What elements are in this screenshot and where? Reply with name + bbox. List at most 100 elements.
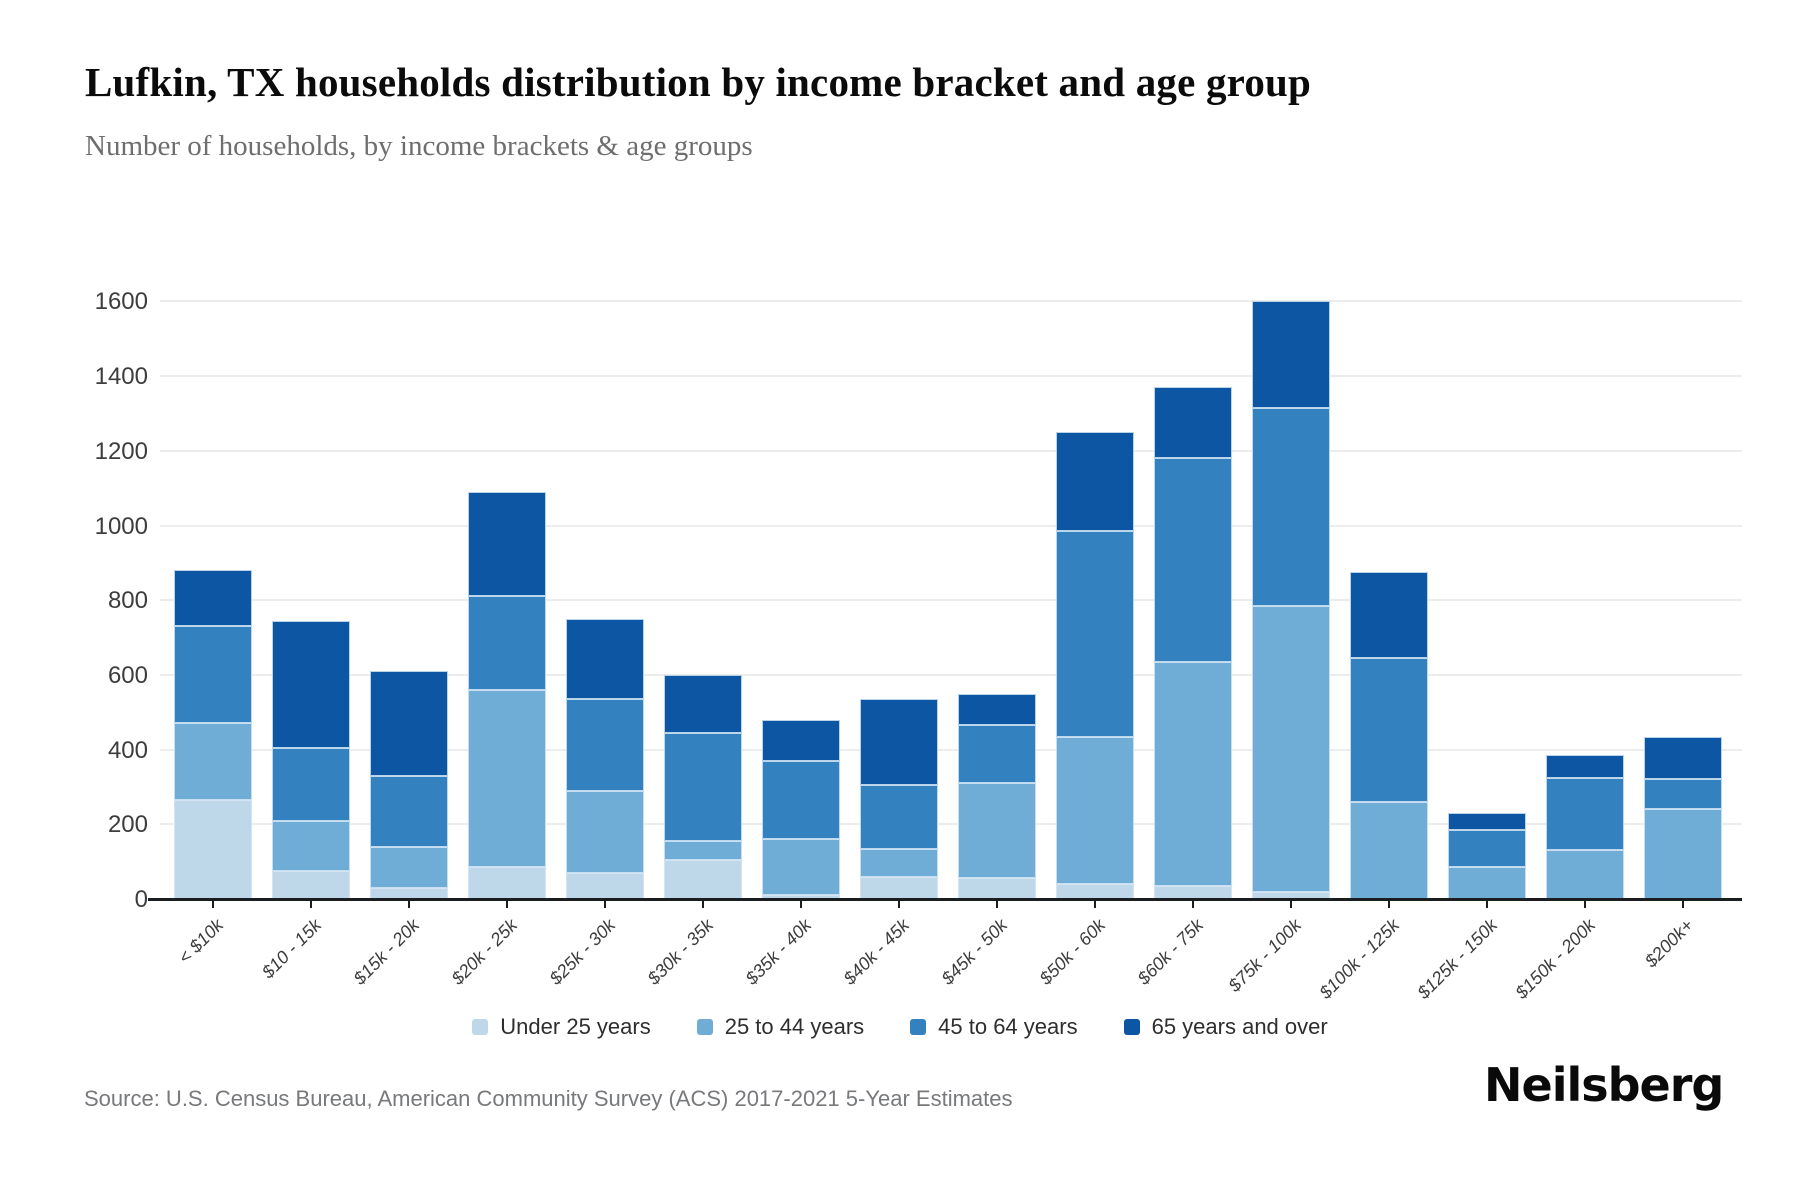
x-tick <box>702 900 704 908</box>
bar-segment[interactable] <box>1154 458 1232 662</box>
bar-segment[interactable] <box>272 870 350 899</box>
bar-segment[interactable] <box>566 790 644 873</box>
x-tick <box>310 900 312 908</box>
gridline <box>160 823 1742 826</box>
bar-segment[interactable] <box>1448 813 1526 830</box>
bar-segment[interactable] <box>370 671 448 776</box>
x-axis-label: $60k - 75k <box>1133 915 1208 989</box>
x-tick <box>1192 900 1194 908</box>
x-axis-label: $30k - 35k <box>643 915 718 989</box>
bar-segment[interactable] <box>860 848 938 877</box>
page-subtitle: Number of households, by income brackets… <box>85 130 753 162</box>
bar-segment[interactable] <box>174 723 252 801</box>
bar-segment[interactable] <box>762 760 840 840</box>
bar-segment[interactable] <box>468 867 546 899</box>
y-axis-tick-label: 1600 <box>94 288 148 316</box>
bar-segment[interactable] <box>566 618 644 700</box>
legend-item[interactable]: 65 years and over <box>1123 1014 1328 1040</box>
y-axis-tick-label: 0 <box>134 886 148 913</box>
bar-segment[interactable] <box>1252 301 1330 408</box>
bar-segment[interactable] <box>1056 531 1134 737</box>
source-text: Source: U.S. Census Bureau, American Com… <box>84 1086 1013 1111</box>
gridline <box>160 673 1742 676</box>
legend-label: 45 to 64 years <box>938 1014 1078 1039</box>
y-axis-tick-label: 1000 <box>94 512 148 540</box>
x-tick <box>898 900 900 908</box>
x-tick <box>212 900 214 908</box>
bar-segment[interactable] <box>370 846 448 888</box>
gridline <box>160 599 1742 602</box>
legend-label: 25 to 44 years <box>724 1014 865 1039</box>
gridline <box>160 748 1742 751</box>
bar-segment[interactable] <box>1154 387 1232 459</box>
bar-segment[interactable] <box>272 820 350 871</box>
bar-segment[interactable] <box>1644 736 1722 780</box>
bar-segment[interactable] <box>1644 809 1722 899</box>
legend-swatch-icon <box>696 1019 713 1035</box>
x-tick <box>408 900 410 908</box>
bar-segment[interactable] <box>1350 572 1428 659</box>
bar-segment[interactable] <box>762 839 840 896</box>
legend-swatch-icon <box>472 1019 489 1035</box>
legend-item[interactable]: Under 25 years <box>472 1014 651 1040</box>
x-tick <box>996 900 998 908</box>
x-tick <box>800 900 802 908</box>
bar-segment[interactable] <box>1056 884 1134 899</box>
bar-segment[interactable] <box>958 693 1036 726</box>
bar-segment[interactable] <box>1350 801 1428 899</box>
x-axis-label: $200k+ <box>1640 915 1698 972</box>
bar-segment[interactable] <box>664 859 742 899</box>
bar-segment[interactable] <box>1448 867 1526 899</box>
legend-label: Under 25 years <box>500 1014 651 1039</box>
bar-segment[interactable] <box>566 699 644 791</box>
bar-segment[interactable] <box>174 800 252 899</box>
bar-segment[interactable] <box>1644 779 1722 810</box>
y-axis-tick-label: 600 <box>107 661 148 689</box>
x-axis <box>148 898 1742 901</box>
bar-segment[interactable] <box>1546 755 1624 778</box>
gridline <box>160 524 1742 527</box>
bar-segment[interactable] <box>370 775 448 847</box>
bar-segment[interactable] <box>664 732 742 842</box>
x-axis-label: < $10k <box>174 915 228 968</box>
bar-segment[interactable] <box>468 689 546 868</box>
bar-segment[interactable] <box>860 699 938 786</box>
legend-swatch-icon <box>1123 1019 1140 1035</box>
bar-segment[interactable] <box>1350 658 1428 802</box>
x-axis-label: $45k - 50k <box>937 915 1012 989</box>
bar-segment[interactable] <box>762 719 840 761</box>
bar-segment[interactable] <box>1154 661 1232 886</box>
bar-segment[interactable] <box>1546 850 1624 899</box>
x-tick <box>1290 900 1292 908</box>
bar-segment[interactable] <box>1448 829 1526 868</box>
bar-segment[interactable] <box>860 785 938 849</box>
bar-segment[interactable] <box>468 596 546 690</box>
bar-segment[interactable] <box>664 674 742 733</box>
legend-item[interactable]: 25 to 44 years <box>696 1014 865 1040</box>
legend-item[interactable]: 45 to 64 years <box>910 1014 1078 1040</box>
bar-segment[interactable] <box>174 570 252 627</box>
bar-segment[interactable] <box>860 876 938 899</box>
y-axis-tick-label: 800 <box>107 587 148 615</box>
x-axis-label: $15k - 20k <box>349 915 424 989</box>
bar-segment[interactable] <box>1252 407 1330 606</box>
bar-segment[interactable] <box>174 626 252 724</box>
bar-segment[interactable] <box>272 620 350 748</box>
bar-segment[interactable] <box>1252 605 1330 892</box>
bar-segment[interactable] <box>566 872 644 899</box>
x-axis-label: $35k - 40k <box>741 915 816 989</box>
bar-segment[interactable] <box>1056 736 1134 885</box>
bar-segment[interactable] <box>664 841 742 860</box>
bar-segment[interactable] <box>1546 777 1624 851</box>
bar-segment[interactable] <box>468 491 546 597</box>
bar-segment[interactable] <box>958 783 1036 879</box>
bar-segment[interactable] <box>272 747 350 821</box>
x-axis-label: $10 - 15k <box>257 915 326 983</box>
legend: Under 25 years 25 to 44 years 45 to 64 yea… <box>0 1014 1800 1040</box>
x-axis-label: $40k - 45k <box>839 915 914 989</box>
bar-segment[interactable] <box>1056 432 1134 532</box>
y-axis-tick-label: 200 <box>107 811 148 839</box>
x-axis-label: $100k - 125k <box>1315 915 1404 1003</box>
bar-segment[interactable] <box>958 878 1036 899</box>
bar-segment[interactable] <box>958 725 1036 784</box>
